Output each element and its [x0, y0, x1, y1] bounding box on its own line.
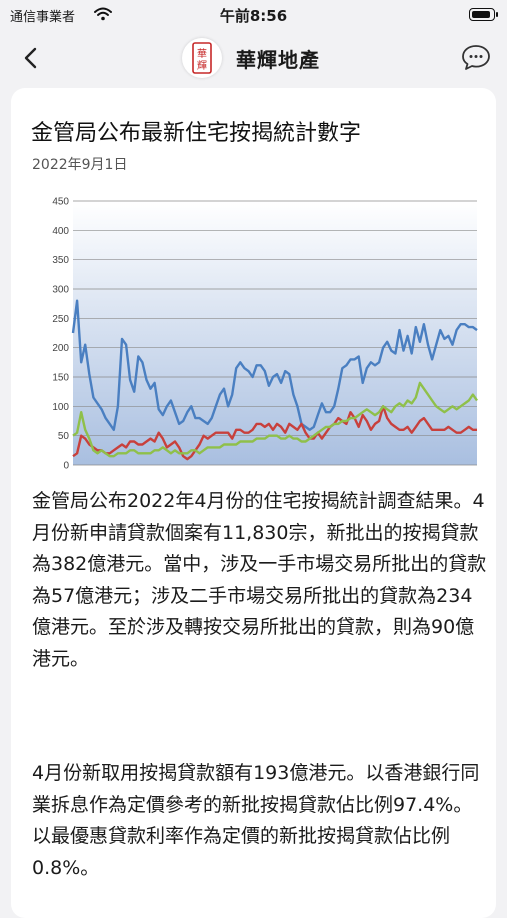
paragraph-2: 4月份新取用按揭貸款額有193億港元。以香港銀行同業拆息作為定價參考的新批按揭貸… [32, 762, 480, 879]
clock: 午前8:56 [219, 7, 288, 25]
paragraph-1: 金管局公布2022年4月份的住宅按揭統計調查結果。4月份新申請貸款個案有11,8… [32, 490, 487, 670]
y-tick-label: 450 [52, 197, 69, 208]
chevron-left-icon [24, 47, 37, 69]
y-tick-label: 50 [58, 431, 70, 442]
carrier-label: 通信事業者 [10, 10, 76, 25]
brand-name: 華輝地產 [236, 48, 320, 72]
series-line-2 [72, 405, 477, 461]
y-tick-label: 400 [52, 226, 69, 237]
chat-bubble-icon [462, 45, 490, 70]
status-bar: 通信事業者 午前8:56 [0, 0, 507, 32]
battery-icon [469, 8, 498, 21]
y-tick-label: 200 [52, 343, 69, 354]
article-title: 金管局公布最新住宅按揭統計數字 [31, 121, 362, 146]
nav-bar: 華 輝 華輝地產 [0, 32, 507, 84]
y-tick-label: 250 [52, 314, 69, 325]
mortgage-chart: 450 400 350 300 250 200 150 100 50 0 [52, 197, 478, 472]
chat-button[interactable] [460, 42, 492, 72]
wifi-icon [94, 6, 112, 25]
article-card: 金管局公布最新住宅按揭統計數字 2022年9月1日 450 400 350 300 25… [11, 88, 496, 918]
article-date: 2022年9月1日 [32, 157, 128, 173]
series-line-1 [71, 299, 478, 432]
y-tick-label: 0 [63, 461, 69, 472]
y-tick-label: 100 [52, 402, 69, 413]
logo-char-2: 輝 [197, 60, 207, 72]
plot-area [73, 201, 477, 465]
back-button[interactable] [16, 42, 46, 74]
logo-char-1: 華 [197, 48, 207, 60]
y-tick-label: 300 [52, 285, 69, 296]
y-tick-label: 350 [52, 255, 69, 266]
brand-logo: 華 輝 [182, 38, 222, 78]
series-line-3 [72, 381, 478, 458]
battery-level [472, 11, 490, 18]
y-tick-label: 150 [52, 373, 69, 384]
